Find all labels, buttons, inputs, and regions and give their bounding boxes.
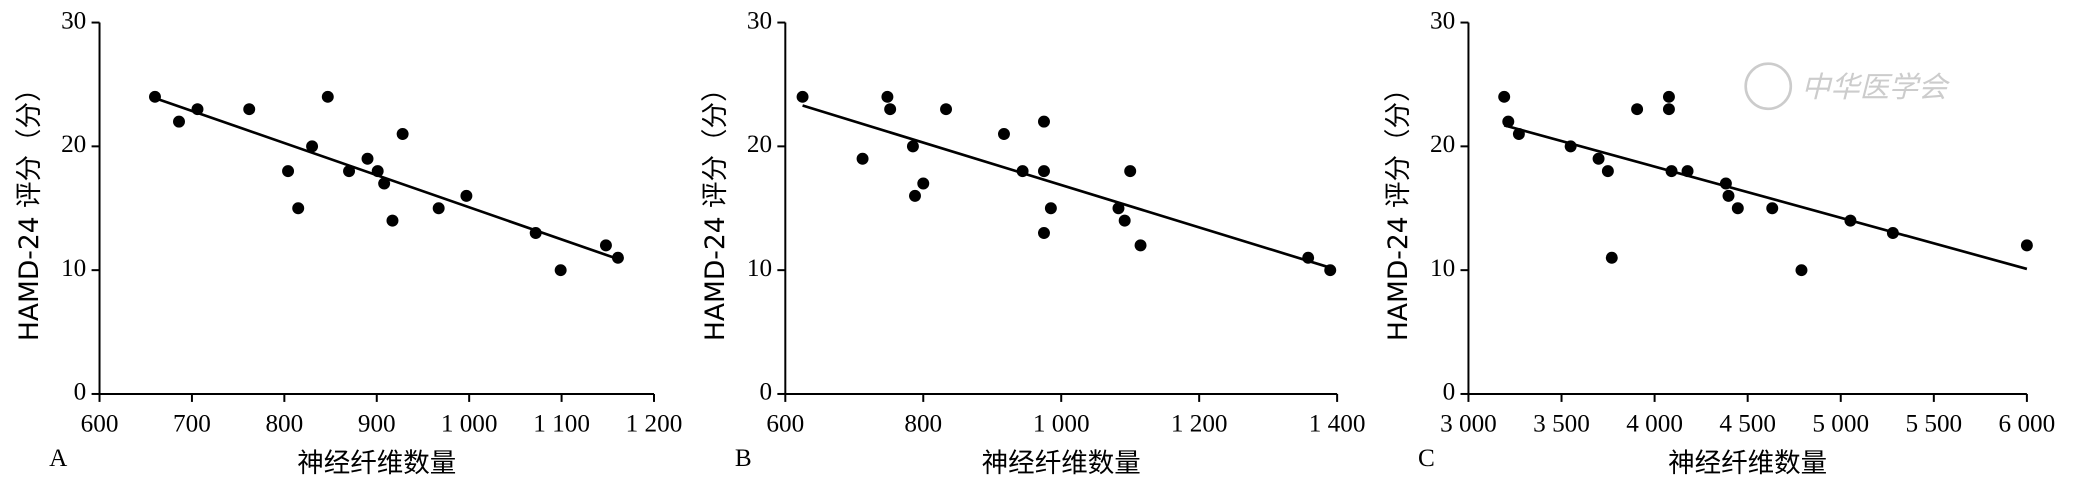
y-axis-label: HAMD-24 评分（分）: [14, 75, 45, 341]
x-tick-label: 3 500: [1533, 411, 1590, 438]
x-tick-label: 1 100: [533, 411, 590, 438]
point: [2020, 239, 2033, 252]
point: [1592, 152, 1605, 165]
point: [1662, 103, 1675, 116]
point: [1038, 165, 1050, 178]
trend-line: [154, 96, 619, 261]
x-tick-label: 800: [265, 411, 303, 438]
x-tick-label: 1 200: [626, 411, 683, 438]
point: [292, 202, 305, 215]
x-tick-label: 1 400: [1309, 411, 1366, 438]
x-tick-label: 4 000: [1626, 411, 1683, 438]
point: [1124, 165, 1137, 178]
point: [1601, 165, 1614, 178]
y-tick-label: 30: [1430, 7, 1455, 34]
point: [1112, 202, 1125, 215]
point: [1631, 103, 1644, 116]
point: [940, 103, 953, 116]
point: [1731, 202, 1744, 215]
point: [1662, 90, 1675, 103]
point: [909, 189, 921, 202]
point: [599, 239, 612, 252]
point: [396, 128, 409, 140]
point: [1722, 189, 1735, 202]
point: [881, 90, 894, 103]
point: [1134, 239, 1147, 252]
y-tick-label: 30: [747, 7, 772, 34]
x-axis-label: 神经纤维数量: [1668, 448, 1827, 479]
point: [361, 152, 374, 165]
point: [1038, 227, 1050, 239]
x-tick-label: 4 500: [1719, 411, 1776, 438]
y-tick-label: 0: [759, 379, 772, 406]
point: [243, 103, 256, 116]
trend-line: [1503, 124, 2028, 271]
x-tick-label: 1 000: [1033, 411, 1090, 438]
y-axis-label: HAMD-24 评分（分）: [1383, 75, 1414, 341]
point: [554, 264, 567, 277]
x-axis-label: 神经纤维数量: [982, 448, 1141, 479]
y-axis-label: HAMD-24 评分（分）: [700, 75, 731, 341]
x-tick-label: 5 000: [1812, 411, 1869, 438]
point: [460, 189, 473, 202]
point: [884, 103, 897, 116]
point: [796, 90, 809, 103]
y-tick-label: 0: [1443, 379, 1456, 406]
point: [1766, 202, 1779, 215]
y-tick-label: 20: [747, 131, 772, 158]
x-tick-label: 700: [173, 411, 211, 438]
x-tick-label: 900: [358, 411, 396, 438]
x-tick-label: 6 000: [1999, 411, 2056, 438]
point: [306, 140, 319, 153]
y-tick-label: 10: [61, 255, 86, 282]
x-axis-label: 神经纤维数量: [297, 448, 456, 479]
panel-label: A: [49, 445, 67, 472]
point: [321, 90, 334, 103]
x-tick-label: 600: [81, 411, 119, 438]
x-tick-label: 1 000: [441, 411, 498, 438]
trend-line: [802, 104, 1331, 269]
point: [173, 115, 185, 128]
panel-label: B: [735, 445, 752, 472]
point: [917, 177, 930, 190]
y-tick-label: 20: [1430, 131, 1455, 158]
y-tick-label: 0: [74, 379, 87, 406]
x-tick-label: 3 000: [1440, 411, 1497, 438]
point: [378, 177, 391, 190]
watermark-seal: [1744, 62, 1793, 111]
y-tick-label: 10: [1430, 255, 1455, 282]
point: [998, 128, 1010, 140]
point: [906, 140, 919, 153]
point: [1044, 202, 1057, 215]
watermark: 中华医学会: [1801, 70, 1950, 104]
point: [282, 165, 295, 178]
y-tick-label: 30: [61, 7, 86, 34]
point: [1038, 115, 1050, 128]
point: [386, 214, 399, 227]
y-tick-label: 10: [747, 255, 772, 282]
point: [343, 165, 356, 178]
point: [1605, 251, 1618, 264]
y-tick-label: 20: [61, 131, 86, 158]
point: [1118, 214, 1131, 227]
x-tick-label: 800: [904, 411, 942, 438]
x-tick-label: 5 500: [1905, 411, 1962, 438]
point: [1498, 90, 1511, 103]
point: [149, 90, 161, 103]
point: [432, 202, 445, 215]
x-tick-label: 1 200: [1171, 411, 1228, 438]
x-tick-label: 600: [766, 411, 804, 438]
point: [1795, 264, 1808, 277]
panel-label: C: [1418, 445, 1435, 472]
point: [856, 152, 869, 165]
